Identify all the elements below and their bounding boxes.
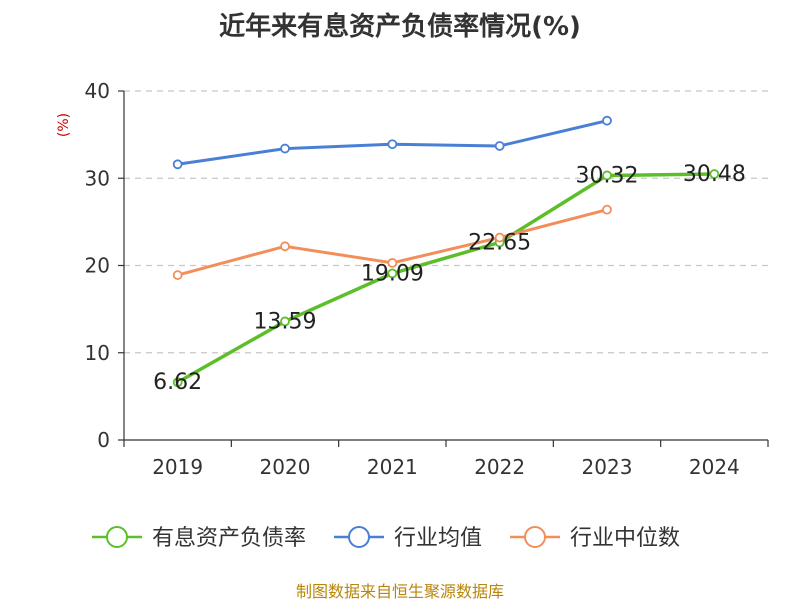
x-tick-label: 2021 — [367, 455, 418, 479]
legend-item[interactable]: 行业均值 — [334, 526, 482, 551]
data-label: 30.32 — [576, 163, 639, 188]
data-point — [387, 268, 398, 279]
x-tick-label: 2023 — [582, 455, 633, 479]
legend-swatch-marker — [106, 526, 128, 548]
data-point — [494, 141, 505, 151]
y-axis-label: (%) — [56, 113, 72, 137]
legend-label: 行业中位数 — [570, 526, 680, 551]
data-point — [280, 241, 290, 252]
legend-item[interactable]: 有息资产负债率 — [92, 526, 306, 551]
data-point — [387, 257, 398, 268]
data-point — [709, 169, 720, 179]
data-point — [387, 139, 398, 150]
data-label: 13.59 — [254, 309, 317, 334]
x-tick-label: 2019 — [152, 455, 203, 479]
x-tick-label: 2020 — [260, 455, 311, 479]
legend-label: 行业均值 — [394, 526, 482, 551]
data-point — [280, 143, 290, 154]
source-note: 制图数据来自恒生聚源数据库 — [295, 582, 504, 601]
y-tick-label: 0 — [97, 428, 110, 452]
data-point — [602, 204, 612, 215]
y-tick-label: 40 — [85, 79, 110, 103]
data-labels: 6.62 13.59 19.09 22.65 30.32 30.48 — [153, 162, 746, 395]
axes: 0 10 20 30 40 2019 2020 2021 2022 2023 2024 — [85, 79, 769, 479]
y-tick-label: 10 — [85, 341, 110, 365]
legend-swatch-marker — [348, 526, 370, 548]
legend-swatch-marker — [524, 526, 546, 548]
legend[interactable]: 有息资产负债率 行业均值 行业中位数 — [92, 526, 680, 551]
data-point — [172, 377, 183, 388]
grid-lines — [124, 90, 768, 354]
x-tick-label: 2022 — [474, 455, 525, 479]
series-group — [172, 115, 720, 388]
data-label: 30.48 — [683, 162, 746, 187]
y-tick-label: 20 — [85, 254, 110, 278]
chart-title: 近年来有息资产负债率情况(%) — [219, 12, 581, 42]
series-line — [176, 172, 715, 384]
data-point — [280, 316, 290, 327]
legend-label: 有息资产负债率 — [152, 526, 306, 551]
data-label: 19.09 — [361, 261, 424, 286]
data-point — [172, 159, 183, 170]
legend-item[interactable]: 行业中位数 — [510, 526, 680, 551]
data-point — [602, 170, 612, 181]
y-tick-label: 30 — [85, 166, 110, 190]
data-label: 6.62 — [153, 370, 202, 395]
data-label: 22.65 — [468, 230, 531, 255]
data-point — [172, 270, 183, 280]
data-point — [494, 232, 505, 243]
x-tick-label: 2024 — [689, 455, 740, 479]
data-point — [602, 115, 612, 126]
